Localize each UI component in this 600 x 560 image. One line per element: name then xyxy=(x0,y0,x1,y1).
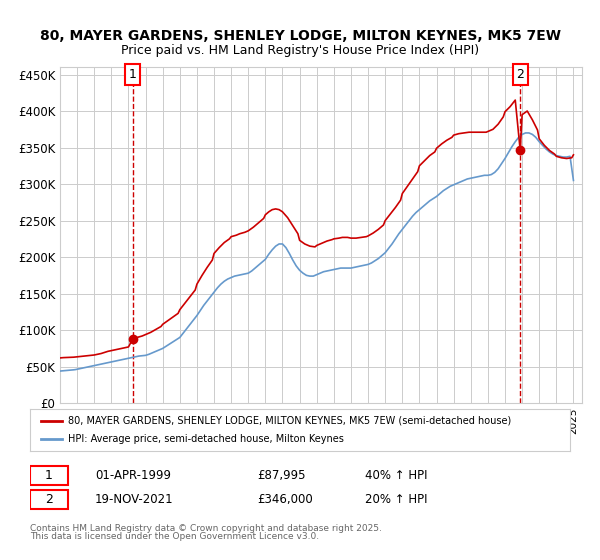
Text: 80, MAYER GARDENS, SHENLEY LODGE, MILTON KEYNES, MK5 7EW (semi-detached house): 80, MAYER GARDENS, SHENLEY LODGE, MILTON… xyxy=(68,416,511,426)
Text: 19-NOV-2021: 19-NOV-2021 xyxy=(95,493,173,506)
Text: Contains HM Land Registry data © Crown copyright and database right 2025.: Contains HM Land Registry data © Crown c… xyxy=(30,524,382,533)
Text: 80, MAYER GARDENS, SHENLEY LODGE, MILTON KEYNES, MK5 7EW: 80, MAYER GARDENS, SHENLEY LODGE, MILTON… xyxy=(40,29,560,44)
Text: 01-APR-1999: 01-APR-1999 xyxy=(95,469,171,482)
Text: 20% ↑ HPI: 20% ↑ HPI xyxy=(365,493,427,506)
Text: 1: 1 xyxy=(129,68,137,81)
Text: £87,995: £87,995 xyxy=(257,469,305,482)
FancyBboxPatch shape xyxy=(30,466,68,485)
FancyBboxPatch shape xyxy=(30,490,68,508)
Text: Price paid vs. HM Land Registry's House Price Index (HPI): Price paid vs. HM Land Registry's House … xyxy=(121,44,479,57)
Text: 2: 2 xyxy=(516,68,524,81)
Text: 1: 1 xyxy=(45,469,53,482)
Text: 40% ↑ HPI: 40% ↑ HPI xyxy=(365,469,427,482)
Text: 2: 2 xyxy=(45,493,53,506)
Text: £346,000: £346,000 xyxy=(257,493,313,506)
Text: HPI: Average price, semi-detached house, Milton Keynes: HPI: Average price, semi-detached house,… xyxy=(68,434,344,444)
Text: This data is licensed under the Open Government Licence v3.0.: This data is licensed under the Open Gov… xyxy=(30,533,319,542)
